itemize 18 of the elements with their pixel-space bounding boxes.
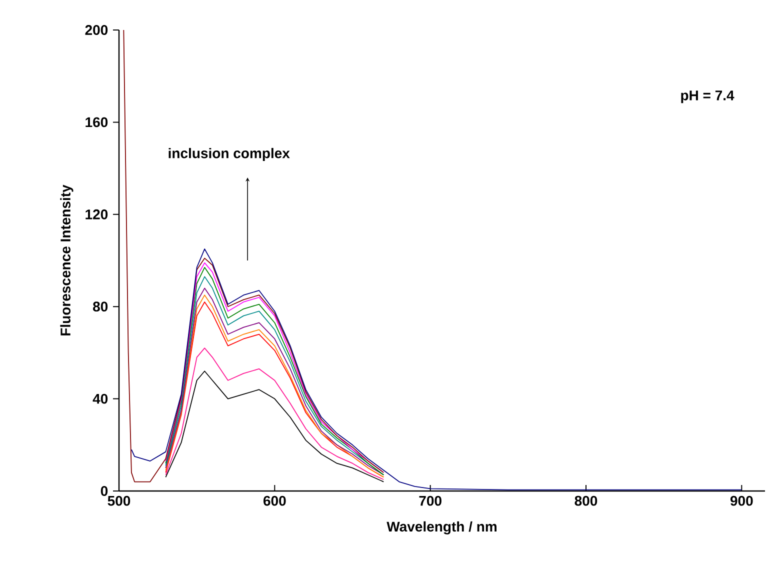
y-tick-label: 80 <box>93 302 108 312</box>
x-axis-title: Wavelength / nm <box>386 521 496 534</box>
x-tick-label: 800 <box>574 496 598 506</box>
y-tick-label: 40 <box>92 394 108 404</box>
annotation: pH = 7.4 <box>681 90 734 104</box>
y-axis-title: Fluorescence Intensity <box>60 184 74 336</box>
line-series <box>165 348 384 480</box>
x-tick-label: 500 <box>108 496 130 506</box>
line-series <box>165 370 384 482</box>
x-tick-label: 700 <box>419 496 442 506</box>
y-tick-label: 120 <box>86 209 108 220</box>
x-tick-label: 900 <box>730 496 753 506</box>
x-tick-label: 600 <box>264 496 286 506</box>
y-tick-label: 200 <box>85 25 108 35</box>
line-series <box>123 30 384 482</box>
annotation: inclusion complex <box>168 148 290 161</box>
y-tick-label: 0 <box>100 486 108 496</box>
y-tick-label: 160 <box>86 117 108 128</box>
